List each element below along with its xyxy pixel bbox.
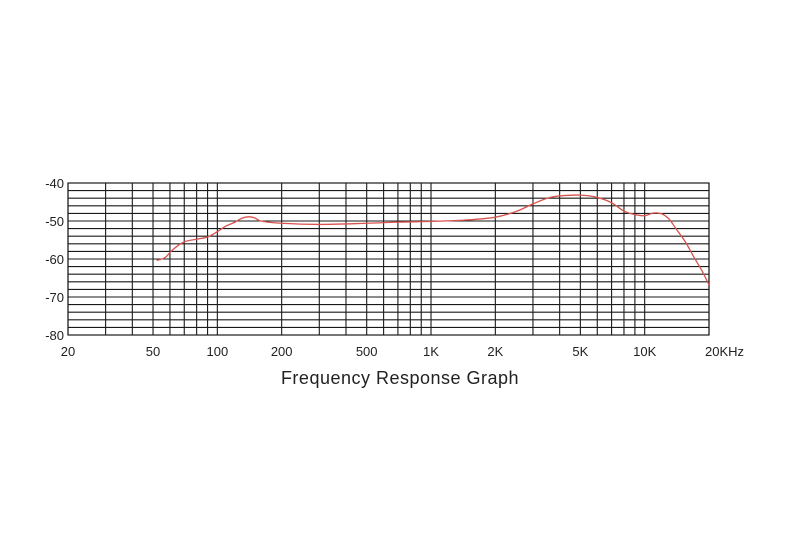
x-tick-label: 5K bbox=[572, 344, 588, 359]
series-line bbox=[156, 194, 710, 286]
y-tick-label: -70 bbox=[45, 290, 64, 305]
x-tick-label: 1K bbox=[423, 344, 439, 359]
chart-grid bbox=[67, 182, 710, 336]
plot-frame bbox=[67, 182, 710, 336]
y-tick-label: -40 bbox=[45, 176, 64, 191]
x-tick-label: 20KHz bbox=[705, 344, 744, 359]
y-tick-label: -50 bbox=[45, 214, 64, 229]
x-tick-label: 100 bbox=[206, 344, 228, 359]
x-tick-label: 10K bbox=[633, 344, 656, 359]
x-axis-ticks: 20 50 100 200 500 1K 2K 5K 10K 20KHz bbox=[61, 344, 744, 359]
y-tick-label: -60 bbox=[45, 252, 64, 267]
x-tick-label: 20 bbox=[61, 344, 75, 359]
chart-title: Frequency Response Graph bbox=[281, 368, 519, 388]
x-tick-label: 50 bbox=[146, 344, 160, 359]
x-tick-label: 2K bbox=[487, 344, 503, 359]
x-tick-label: 200 bbox=[271, 344, 293, 359]
y-tick-label: -80 bbox=[45, 328, 64, 343]
x-tick-label: 500 bbox=[356, 344, 378, 359]
y-axis-ticks: -40 -50 -60 -70 -80 bbox=[45, 176, 64, 343]
